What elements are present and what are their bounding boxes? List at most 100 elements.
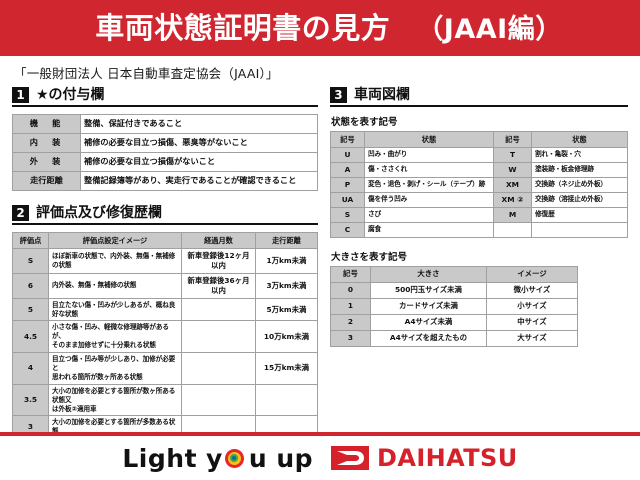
page-title: 車両状態証明書の見方 （JAAI編）	[95, 10, 562, 45]
star-criteria-body: 機 能 整備、保証付きであること 内 装 補修の必要な目立つ損傷、悪臭等がないこ…	[12, 114, 318, 191]
left-column: 1 ★の付与欄 機 能 整備、保証付きであること 内 装 補修の必要な目立つ損傷…	[12, 87, 318, 480]
star-row-text: 補修の必要な目立つ損傷がないこと	[80, 152, 318, 172]
condition-right: 交換跡（溶接止め外板）	[531, 191, 628, 208]
table-row: 内 装 補修の必要な目立つ損傷、悪臭等がないこと	[12, 133, 318, 153]
table-row: S ほぼ新車の状態で、内外装、無傷・無補修の状態 新車登録後12ヶ月以内 1万k…	[12, 247, 318, 274]
column-header-score: 評価点	[12, 232, 49, 249]
table-row: 6 内外装、無傷・無補修の状態 新車登録後36ヶ月以内 3万km未満	[12, 272, 318, 299]
symbol-left: P	[329, 176, 365, 193]
column-header-symbol-left: 記号	[329, 131, 365, 148]
section-3-number: 3	[329, 87, 347, 103]
eval-image: 内外装、無傷・無補修の状態	[48, 272, 182, 299]
concentric-circle-icon	[224, 448, 244, 468]
ring-blue	[232, 456, 237, 460]
symbol-right: M	[493, 206, 532, 223]
star-row-text: 補修の必要な目立つ損傷、悪臭等がないこと	[80, 133, 318, 153]
table-row: 1 カードサイズ未満 小サイズ	[329, 297, 578, 315]
size-image: 大サイズ	[485, 329, 578, 347]
eval-months: 新車登録後36ヶ月以内	[180, 272, 256, 299]
ring-yellow	[227, 451, 241, 465]
star-row-label: 内 装	[12, 133, 81, 153]
table-row: 4 目立つ傷・凹み等が少しあり、加修が必要と 思われる箇所が数ヶ所ある状態 15…	[12, 352, 318, 385]
eval-score: 3.5	[12, 383, 49, 417]
eval-mileage: 1万km未満	[254, 247, 318, 274]
size-value: A4サイズを超えたもの	[369, 329, 487, 347]
table-row: 外 装 補修の必要な目立つ損傷がないこと	[12, 152, 318, 172]
table-row: C 腐食	[329, 221, 628, 238]
page-header: 車両状態証明書の見方 （JAAI編）	[0, 0, 640, 56]
column-header-size: 大きさ	[369, 265, 487, 283]
eval-months	[180, 352, 256, 385]
symbol-right: T	[493, 146, 532, 163]
condition-right: 修復歴	[531, 206, 628, 223]
table-row: 3 A4サイズを超えたもの 大サイズ	[329, 329, 578, 347]
daihatsu-wordmark: DAIHATSU	[377, 444, 518, 472]
table-row: S さび M 修復歴	[329, 206, 628, 223]
eval-months: 新車登録後12ヶ月以内	[180, 247, 256, 274]
tagline-light: Light	[122, 443, 198, 473]
eval-mileage: 10万km未満	[254, 320, 318, 354]
table-header-row: 評価点 評価点設定イメージ 経過月数 走行距離	[12, 232, 318, 249]
page-footer: Light y u up DAIHATSU	[0, 432, 640, 480]
size-image: 微小サイズ	[485, 281, 578, 299]
eval-mileage	[254, 383, 318, 417]
eval-image: 目立たない傷・凹みが少しあるが、概ね良好な状態	[48, 297, 182, 322]
section-3-title: 車両図欄	[353, 87, 410, 104]
table-row: UA 傷を伴う凹み XM ② 交換跡（溶接止め外板）	[329, 191, 628, 208]
eval-months	[180, 297, 256, 322]
eval-image: 目立つ傷・凹み等が少しあり、加修が必要と 思われる箇所が数ヶ所ある状態	[48, 352, 182, 385]
right-column: 3 車両図欄 状態を表す記号 記号 状態 記号 状態 U 凹み・曲がり T	[329, 87, 628, 480]
size-symbols-table: 記号 大きさ イメージ 0 500円玉サイズ未満 微小サイズ 1 カードサイズ未…	[329, 265, 578, 347]
section-1-heading: 1 ★の付与欄	[12, 87, 318, 107]
symbol-left: C	[329, 221, 365, 238]
table-row: 2 A4サイズ未満 中サイズ	[329, 313, 578, 331]
condition-symbols-heading: 状態を表す記号	[330, 117, 398, 128]
condition-right: 交換跡（ネジ止め外板）	[531, 176, 628, 193]
table-row: U 凹み・曲がり T 割れ・亀裂・穴	[329, 146, 628, 163]
star-row-text: 整備、保証付きであること	[80, 114, 318, 134]
size-symbol: 3	[329, 329, 371, 347]
eval-score: 4.5	[12, 320, 49, 354]
section-2-title: 評価点及び修復歴欄	[36, 205, 162, 222]
section-1-number: 1	[12, 87, 29, 103]
section-1-title: ★の付与欄	[36, 87, 105, 104]
condition-left: さび	[363, 206, 495, 223]
table-row: 0 500円玉サイズ未満 微小サイズ	[329, 281, 578, 299]
eval-image: ほぼ新車の状態で、内外装、無傷・無補修の状態	[48, 247, 182, 274]
tagline-y: y	[206, 443, 223, 473]
page-title-main: 車両状態証明書の見方	[95, 10, 391, 45]
condition-right: 塗装跡・板金修理跡	[531, 161, 628, 178]
eval-mileage: 15万km未満	[254, 352, 318, 385]
eval-months	[180, 320, 256, 354]
condition-left: 傷・ささくれ	[363, 161, 495, 178]
condition-right: 割れ・亀裂・穴	[531, 146, 628, 163]
symbol-right: W	[493, 161, 532, 178]
brand-tagline: Light y u up	[122, 444, 313, 473]
eval-score: 5	[12, 297, 49, 322]
eval-mileage: 5万km未満	[254, 297, 318, 322]
size-symbols-heading: 大きさを表す記号	[330, 251, 407, 263]
eval-image: 大小の加修を必要とする箇所が数ヶ所ある状態又 は外板②適用車	[48, 383, 182, 417]
column-header-months: 経過月数	[180, 232, 256, 249]
column-header-condition-right: 状態	[531, 131, 628, 148]
section-2-number: 2	[12, 205, 29, 221]
column-header-image: 評価点設定イメージ	[48, 232, 182, 249]
table-row: 走行距離 整備記録簿等があり、実走行であることが確認できること	[12, 171, 318, 191]
star-row-label: 外 装	[12, 152, 81, 172]
symbol-right	[493, 221, 532, 238]
condition-symbols-table: 記号 状態 記号 状態 U 凹み・曲がり T 割れ・亀裂・穴 A 傷・ささくれ	[329, 131, 628, 238]
size-symbol: 2	[329, 313, 371, 331]
table-row: 4.5 小さな傷・凹み、軽微な修理跡等があるが、 そのまま加修せずに十分乗れる状…	[12, 320, 318, 354]
symbol-left: A	[329, 161, 365, 178]
eval-mileage: 3万km未満	[254, 272, 318, 299]
star-row-label: 走行距離	[12, 171, 81, 191]
column-header-symbol-right: 記号	[493, 131, 532, 148]
table-header-row: 記号 大きさ イメージ	[329, 265, 578, 283]
symbol-left: U	[329, 146, 365, 163]
column-header-size-symbol: 記号	[329, 265, 371, 283]
star-row-label: 機 能	[12, 114, 81, 134]
table-row: A 傷・ささくれ W 塗装跡・板金修理跡	[329, 161, 628, 178]
table-row: 機 能 整備、保証付きであること	[12, 114, 318, 134]
symbol-right: XM	[493, 176, 532, 193]
table-row: 3.5 大小の加修を必要とする箇所が数ヶ所ある状態又 は外板②適用車	[12, 383, 318, 417]
